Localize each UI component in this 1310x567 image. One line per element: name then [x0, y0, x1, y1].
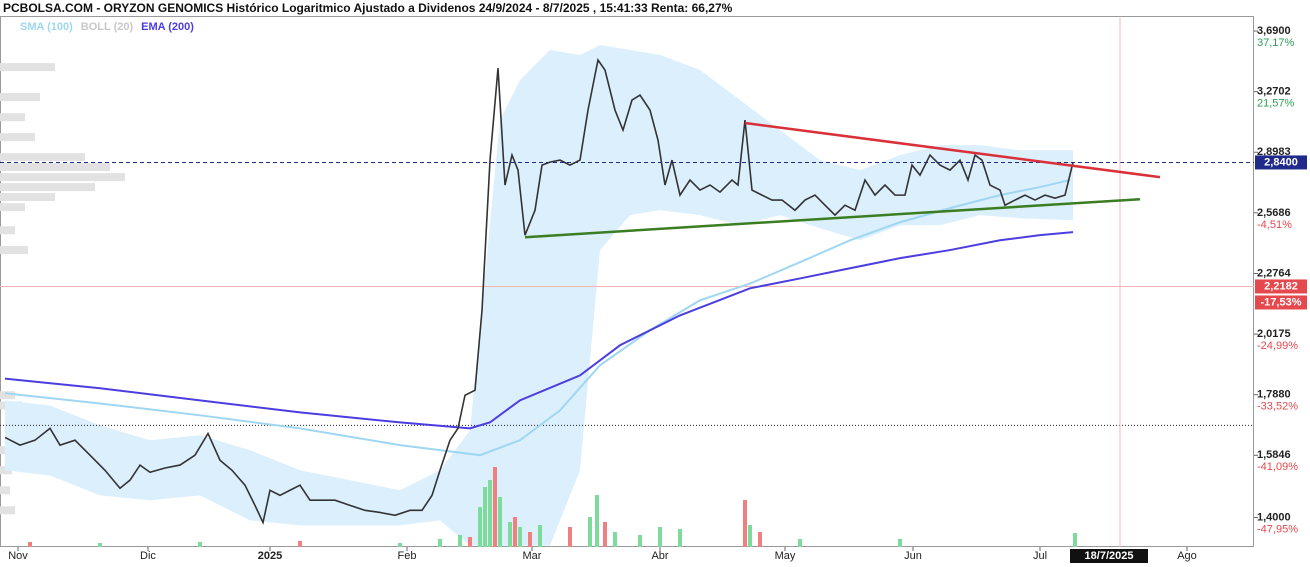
y-tick-label: 3,6900	[1257, 25, 1291, 37]
y-tick-change: -24,99%	[1257, 340, 1298, 352]
y-tick-change: 21,57%	[1257, 98, 1295, 110]
y-tick-label: 2,5686	[1257, 207, 1291, 219]
x-tick-label: Feb	[398, 550, 417, 562]
legend-entry: EMA (200)	[141, 21, 194, 33]
volume-bar	[398, 543, 402, 547]
last-price-label-box	[1255, 155, 1307, 170]
y-tick-change: -41,09%	[1257, 461, 1298, 473]
volume-bar	[438, 539, 442, 547]
volume-bar	[483, 487, 487, 547]
volume-bar	[513, 517, 517, 547]
volume-profile-bar	[0, 133, 35, 142]
volume-profile-bar	[0, 246, 28, 255]
volume-bar	[538, 525, 542, 547]
y-tick-label: 1,7880	[1257, 389, 1291, 401]
volume-bar	[493, 467, 497, 547]
volume-bar	[98, 543, 102, 547]
x-tick-label: Nov	[8, 550, 28, 562]
y-tick-label: 3,2702	[1257, 86, 1291, 98]
last-price-label: 2,8400	[1264, 156, 1298, 168]
legend-entry: SMA (100)	[20, 21, 73, 33]
volume-profile-bar	[0, 506, 15, 515]
volume-profile-bar	[0, 113, 25, 122]
indicator-line	[4, 231, 1074, 430]
volume-bar	[743, 500, 747, 547]
volume-profile-bar	[0, 63, 55, 72]
y-tick-label: 2,0175	[1257, 328, 1291, 340]
x-tick-label: Ago	[1177, 550, 1197, 562]
trend-line	[744, 121, 1161, 179]
volume-bar	[298, 541, 302, 547]
legend-entry: BOLL (20)	[81, 21, 134, 33]
y-tick-label: 1,5846	[1257, 449, 1291, 461]
level-label-box	[1255, 279, 1307, 294]
volume-bar	[488, 480, 492, 547]
volume-bar	[28, 542, 32, 547]
y-tick-label: 2,2764	[1257, 267, 1292, 279]
x-tick-label: Abr	[651, 550, 668, 562]
volume-bar	[568, 527, 572, 547]
level-change-label: -17,53%	[1261, 296, 1302, 308]
price-line	[4, 58, 1074, 525]
volume-profile-bar	[0, 163, 110, 172]
y-tick-change: -4,51%	[1257, 219, 1292, 231]
volume-bar	[468, 537, 472, 547]
x-tick-label: Dic	[140, 550, 156, 562]
volume-bar	[678, 529, 682, 547]
volume-profile-bar	[0, 203, 25, 212]
volume-profile-bar	[0, 193, 55, 202]
volume-bar	[518, 527, 522, 547]
volume-bar	[898, 539, 902, 547]
volume-bar	[458, 535, 462, 547]
y-tick-change: 37,17%	[1257, 37, 1295, 49]
volume-bar	[613, 532, 617, 547]
volume-bar	[748, 525, 752, 547]
volume-bar	[198, 542, 202, 547]
trend-line	[524, 198, 1141, 239]
x-tick-label: Jul	[1033, 550, 1047, 562]
volume-profile-bar	[0, 153, 85, 162]
bollinger-band	[5, 44, 1073, 546]
volume-bar	[603, 522, 607, 547]
y-tick-change: -47,95%	[1257, 523, 1298, 535]
volume-profile-bar	[0, 173, 125, 182]
plot-frame	[0, 16, 1254, 547]
x-tick-label: 2025	[258, 550, 282, 562]
volume-bar	[498, 497, 502, 547]
x-tick-label: May	[775, 550, 796, 562]
x-tick-label: Mar	[523, 550, 542, 562]
y-tick-label: 1,4000	[1257, 511, 1291, 523]
volume-profile-bar	[0, 486, 10, 495]
volume-bar	[595, 495, 599, 547]
volume-bar	[658, 527, 662, 547]
current-date-label: 18/7/2025	[1085, 550, 1134, 562]
level-change-label-box	[1255, 295, 1307, 310]
volume-bar	[1073, 533, 1077, 547]
volume-bar	[638, 535, 642, 547]
y-tick-change: -33,52%	[1257, 401, 1298, 413]
y-tick-label: 2,8983	[1257, 146, 1291, 158]
volume-bar	[528, 532, 532, 547]
volume-profile-bar	[0, 391, 15, 400]
volume-bar	[758, 532, 762, 547]
current-date-box	[1070, 549, 1148, 563]
level-label: 2,2182	[1264, 280, 1298, 292]
volume-profile-bar	[0, 226, 15, 235]
volume-profile-bar	[0, 93, 40, 102]
volume-bar	[588, 517, 592, 547]
volume-profile-bar	[0, 183, 95, 192]
x-tick-label: Jun	[904, 550, 922, 562]
volume-bar	[508, 522, 512, 547]
chart-title: PCBOLSA.COM - ORYZON GENOMICS Histórico …	[3, 1, 733, 15]
volume-bar	[478, 507, 482, 547]
volume-bar	[798, 539, 802, 547]
